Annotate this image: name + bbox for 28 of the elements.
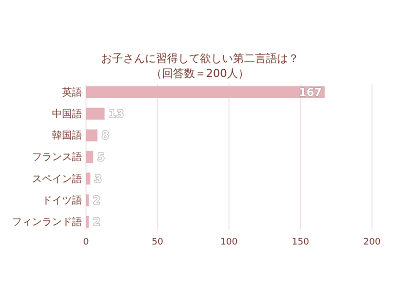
x-tick-label: 100 [220, 237, 238, 248]
x-tick-label: 150 [292, 237, 310, 248]
data-label: 167 [298, 86, 322, 99]
y-tick-label: 英語 [62, 86, 82, 98]
y-tick-label: フィンランド語 [12, 216, 82, 228]
bar [86, 108, 105, 120]
bar [86, 129, 98, 142]
data-label: 2 [92, 194, 101, 208]
bar [86, 86, 325, 98]
data-label: 2 [92, 216, 101, 229]
x-tick-label: 50 [152, 237, 164, 248]
data-label: 5 [97, 150, 105, 164]
y-tick-label: ドイツ語 [42, 194, 82, 206]
y-tick-label: スペイン語 [32, 172, 82, 185]
bar [86, 216, 89, 228]
data-label: 8 [101, 129, 110, 142]
y-tick-label: フランス語 [32, 151, 82, 164]
bar [86, 194, 89, 206]
chart-subtitle: （回答数＝200人） [151, 67, 249, 80]
y-tick-label: 中国語 [52, 108, 82, 120]
bar [86, 151, 94, 163]
x-tick-label: 0 [83, 237, 90, 248]
bar [86, 172, 90, 185]
chart-title: お子さんに習得して欲しい第二言語は？ [101, 52, 299, 65]
data-label: 3 [94, 172, 102, 186]
y-tick-label: 韓国語 [52, 130, 82, 142]
x-tick-label: 200 [363, 237, 381, 248]
data-label: 13 [108, 108, 124, 121]
